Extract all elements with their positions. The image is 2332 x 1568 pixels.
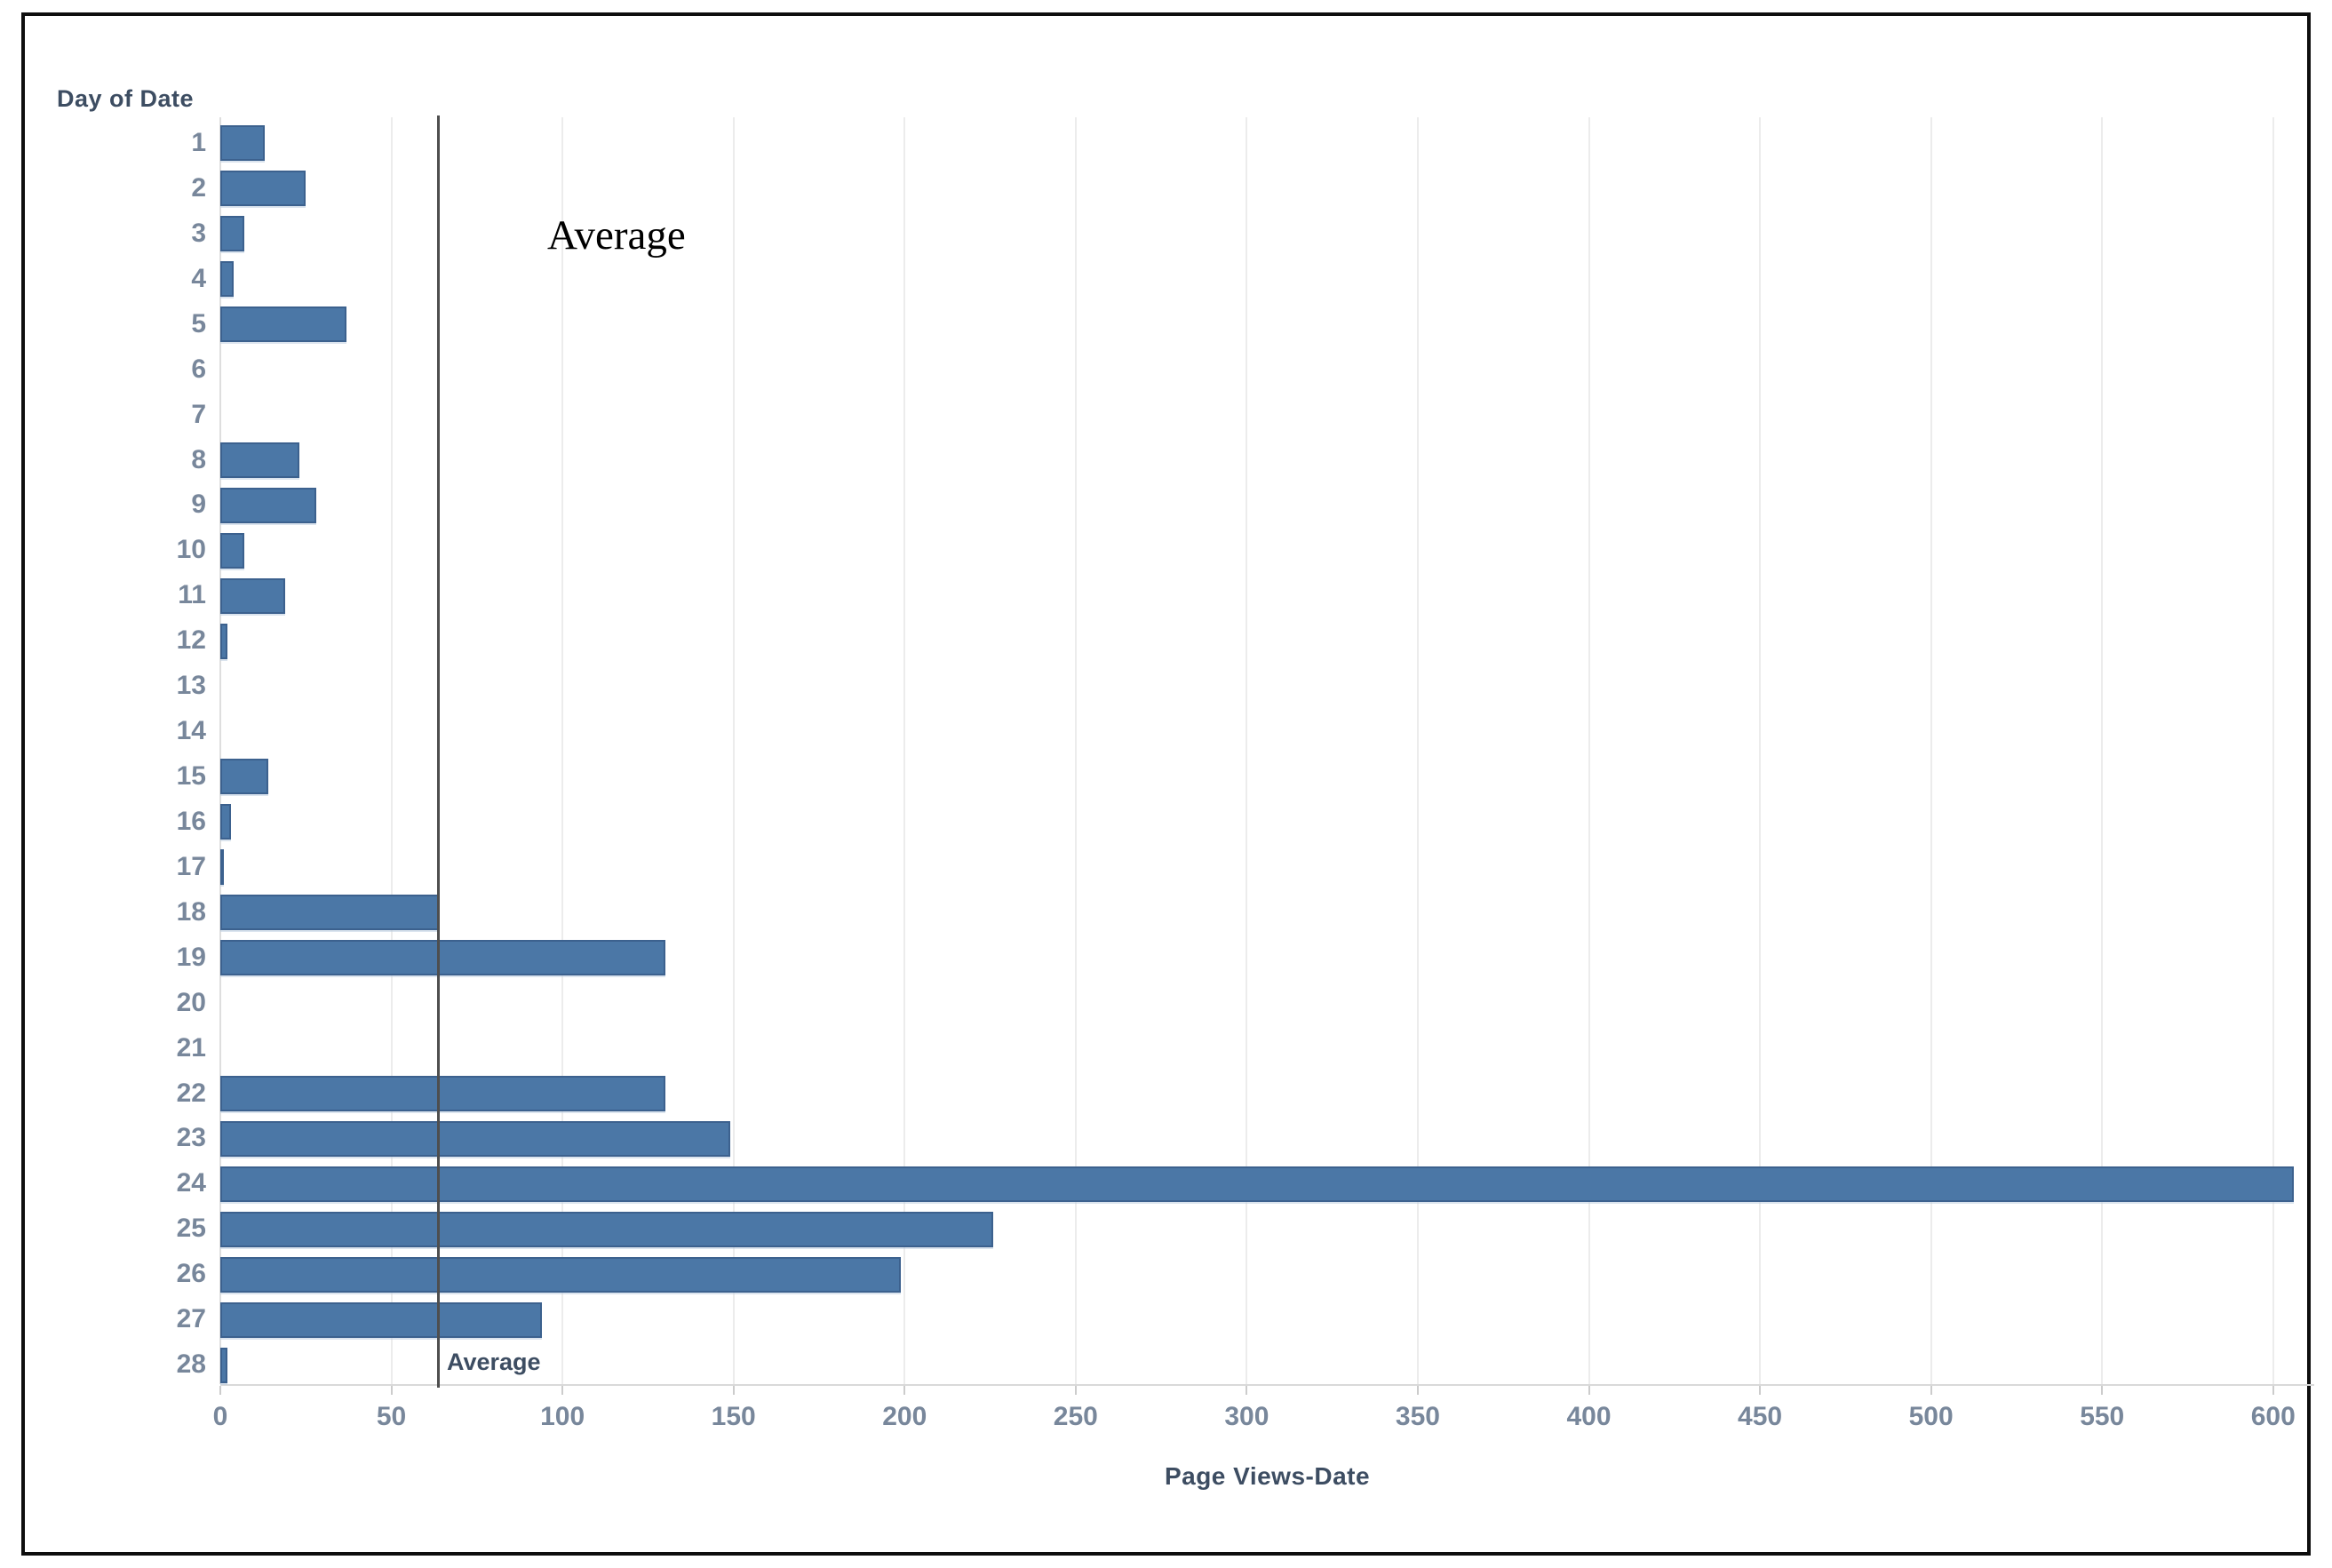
x-tick-label: 50 <box>376 1402 407 1431</box>
x-tick-label: 450 <box>1738 1402 1783 1431</box>
y-tick-label: 1 <box>191 128 206 157</box>
y-tick-label: 16 <box>176 806 206 836</box>
x-tick-label: 250 <box>1053 1402 1098 1431</box>
gridline <box>561 117 564 1384</box>
y-tick-label: 6 <box>191 354 206 384</box>
bar-day-3[interactable] <box>220 216 244 252</box>
gridline <box>1759 117 1762 1384</box>
y-tick-label: 13 <box>176 671 206 701</box>
gridline <box>1074 117 1077 1384</box>
y-tick-label: 8 <box>191 444 206 474</box>
y-tick-label: 17 <box>176 851 206 881</box>
x-tick-label: 200 <box>882 1402 927 1431</box>
average-reference-line <box>437 115 441 1388</box>
gridline <box>2272 117 2274 1384</box>
y-tick-label: 7 <box>191 399 206 429</box>
bar-day-8[interactable] <box>220 442 299 478</box>
y-tick-label: 14 <box>176 716 206 746</box>
bar-day-10[interactable] <box>220 532 244 569</box>
bar-day-4[interactable] <box>220 261 235 298</box>
bar-day-26[interactable] <box>220 1256 902 1293</box>
x-tick-mark <box>1246 1386 1248 1395</box>
y-tick-label: 23 <box>176 1123 206 1153</box>
bar-day-12[interactable] <box>220 623 227 659</box>
y-tick-label: 22 <box>176 1078 206 1108</box>
x-tick-mark <box>561 1386 564 1395</box>
x-tick-mark <box>1074 1386 1077 1395</box>
y-tick-label: 12 <box>176 625 206 656</box>
x-axis-title: Page Views-Date <box>1164 1462 1371 1490</box>
y-tick-label: 21 <box>176 1032 206 1063</box>
bar-day-23[interactable] <box>220 1120 730 1157</box>
y-axis-title: Day of Date <box>57 85 195 112</box>
y-tick-label: 19 <box>176 942 206 972</box>
x-tick-label: 0 <box>212 1402 228 1431</box>
gridline <box>1588 117 1590 1384</box>
x-tick-mark <box>1588 1386 1590 1395</box>
bar-day-24[interactable] <box>220 1166 2294 1202</box>
x-tick-mark <box>2101 1386 2104 1395</box>
bar-day-15[interactable] <box>220 759 268 795</box>
y-tick-label: 26 <box>176 1259 206 1289</box>
gridline <box>2101 117 2104 1384</box>
x-tick-label: 350 <box>1395 1402 1440 1431</box>
gridline <box>390 117 393 1384</box>
x-tick-label: 600 <box>2250 1402 2296 1431</box>
gridline <box>1930 117 1932 1384</box>
y-tick-label: 24 <box>176 1168 206 1198</box>
y-tick-label: 27 <box>176 1304 206 1334</box>
y-tick-label: 28 <box>176 1349 206 1380</box>
x-tick-mark <box>1930 1386 1932 1395</box>
x-tick-mark <box>390 1386 393 1395</box>
y-tick-label: 3 <box>191 218 206 248</box>
y-tick-label: 5 <box>191 308 206 338</box>
y-tick-label: 11 <box>178 580 206 610</box>
y-tick-label: 20 <box>176 987 206 1017</box>
average-line-label: Average <box>447 1349 541 1375</box>
bar-day-5[interactable] <box>220 306 347 343</box>
x-tick-mark <box>2272 1386 2274 1395</box>
x-tick-mark <box>1416 1386 1419 1395</box>
x-tick-mark <box>903 1386 906 1395</box>
y-tick-label: 15 <box>176 761 206 791</box>
y-tick-label: 18 <box>176 896 206 927</box>
bar-day-19[interactable] <box>220 940 665 976</box>
x-tick-mark <box>732 1386 735 1395</box>
gridline <box>903 117 906 1384</box>
x-tick-label: 100 <box>540 1402 585 1431</box>
bar-day-9[interactable] <box>220 487 316 523</box>
figure-border <box>21 12 2311 1556</box>
bar-day-2[interactable] <box>220 171 306 207</box>
x-tick-mark <box>1759 1386 1762 1395</box>
y-tick-label: 2 <box>191 172 206 203</box>
x-tick-mark <box>219 1386 221 1395</box>
bar-day-25[interactable] <box>220 1211 994 1247</box>
bar-day-18[interactable] <box>220 895 440 931</box>
x-tick-label: 300 <box>1224 1402 1269 1431</box>
y-tick-label: 9 <box>191 490 206 520</box>
x-tick-label: 150 <box>711 1402 756 1431</box>
gridline <box>732 117 735 1384</box>
bar-day-1[interactable] <box>220 125 266 162</box>
gridline <box>1416 117 1419 1384</box>
x-tick-label: 500 <box>1908 1402 1954 1431</box>
bar-day-16[interactable] <box>220 804 231 840</box>
bar-day-22[interactable] <box>220 1075 665 1111</box>
average-annotation-text: Average <box>547 212 686 259</box>
y-tick-label: 10 <box>176 535 206 565</box>
bar-day-17[interactable] <box>220 849 224 886</box>
y-tick-label: 4 <box>191 263 206 293</box>
plot-area: 0 50 100 150 200 250 300 350 400 450 500 550 600 1 2 3 4… <box>177 115 2314 1431</box>
y-tick-label: 25 <box>176 1214 206 1244</box>
y-axis-line <box>219 117 221 1384</box>
x-tick-label: 550 <box>2080 1402 2125 1431</box>
bar-day-28[interactable] <box>220 1347 227 1383</box>
x-tick-label: 400 <box>1566 1402 1612 1431</box>
bar-day-11[interactable] <box>220 577 286 614</box>
x-axis-line <box>220 1384 2314 1386</box>
gridline <box>1246 117 1248 1384</box>
bar-day-27[interactable] <box>220 1301 543 1338</box>
